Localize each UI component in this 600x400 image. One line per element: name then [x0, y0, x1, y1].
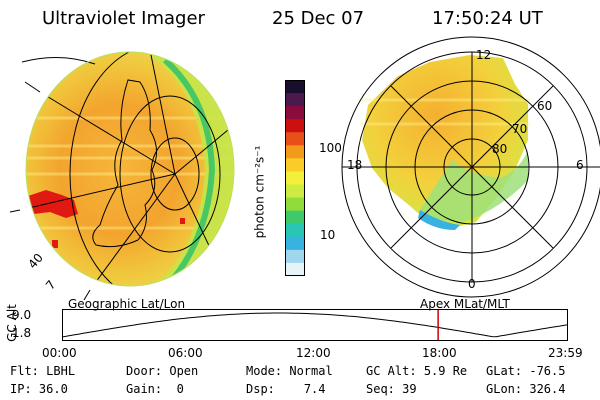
status-gc-alt-label: GC Alt:: [366, 364, 417, 378]
image-date: 25 Dec 07: [272, 8, 365, 29]
mlt-label-top: 12: [476, 48, 492, 62]
status-door: Door: Open: [126, 364, 198, 378]
colorbar-swatch: [285, 223, 305, 238]
status-mode-value: Normal: [289, 364, 333, 378]
colorbar-swatch: [285, 106, 305, 120]
status-dsp: Dsp: 7.4: [246, 382, 326, 396]
status-glon-value: 326.4: [529, 382, 566, 396]
status-seq-label: Seq:: [366, 382, 395, 396]
right-panel-caption: Apex MLat/MLT: [420, 297, 510, 311]
status-dsp-label: Dsp:: [246, 382, 275, 396]
status-glat-label: GLat:: [486, 364, 523, 378]
status-mode-label: Mode:: [246, 364, 283, 378]
mlt-label-right: 6: [576, 158, 584, 172]
status-gain-value: 0: [176, 382, 184, 396]
strip-xtick-1: 06:00: [168, 346, 203, 360]
status-filter-value: LBHL: [46, 364, 76, 378]
status-gain: Gain: 0: [126, 382, 184, 396]
colorbar-tick-100: 100: [319, 141, 342, 155]
status-ip-label: IP:: [10, 382, 32, 396]
colorbar-swatch: [285, 119, 305, 133]
colorbar-swatch: [285, 93, 305, 107]
status-door-value: Open: [169, 364, 199, 378]
status-ip: IP: 36.0: [10, 382, 68, 396]
colorbar-swatch: [285, 236, 305, 251]
mlat-label-70: 70: [512, 122, 528, 136]
status-seq-value: 39: [402, 382, 417, 396]
instrument-title: Ultraviolet Imager: [42, 8, 205, 29]
colorbar-swatch: [285, 262, 305, 277]
mlat-label-80: 80: [492, 142, 508, 156]
colorbar-swatch: [285, 210, 305, 225]
colorbar-swatch: [285, 171, 305, 186]
strip-xtick-0: 00:00: [42, 346, 77, 360]
status-filter-label: Flt:: [10, 364, 39, 378]
status-ip-value: 36.0: [38, 382, 68, 396]
status-glon-label: GLon:: [486, 382, 523, 396]
colorbar-swatch: [285, 145, 305, 159]
mlt-label-left: 18: [347, 158, 363, 172]
colorbar-swatch: [285, 249, 305, 264]
colorbar-frame: [285, 80, 305, 276]
altitude-curve: [61, 312, 569, 338]
colorbar-swatch: [285, 158, 305, 172]
colorbar-tick-10: 10: [320, 228, 336, 242]
mlat-label-60: 60: [537, 99, 553, 113]
strip-xtick-3: 18:00: [422, 346, 457, 360]
status-gc-alt-value: 5.9 Re: [423, 364, 468, 378]
status-seq: Seq: 39: [366, 382, 417, 396]
strip-xtick-2: 12:00: [296, 346, 331, 360]
status-glat-value: -76.5: [529, 364, 566, 378]
status-glon: GLon: 326.4: [486, 382, 565, 396]
status-dsp-value: 7.4: [303, 382, 326, 396]
left-panel-caption: Geographic Lat/Lon: [68, 297, 186, 311]
colorbar-swatch: [285, 184, 305, 199]
strip-ytick-top: 9.0: [12, 308, 32, 322]
colorbar-swatch: [285, 197, 305, 212]
strip-ytick-bottom: 1.8: [12, 326, 32, 340]
status-filter: Flt: LBHL: [10, 364, 75, 378]
status-glat: GLat: -76.5: [486, 364, 565, 378]
mlt-label-bottom: 0: [468, 277, 476, 291]
colorbar: [285, 80, 305, 277]
altitude-strip: [61, 309, 569, 341]
status-gain-label: Gain:: [126, 382, 163, 396]
status-door-label: Door:: [126, 364, 163, 378]
strip-xtick-4: 23:59: [548, 346, 583, 360]
colorbar-swatch: [285, 80, 305, 94]
status-mode: Mode: Normal: [246, 364, 333, 378]
image-time: 17:50:24 UT: [432, 8, 543, 29]
status-gc-alt: GC Alt: 5.9 Re: [366, 364, 467, 378]
colorbar-swatch: [285, 132, 305, 146]
